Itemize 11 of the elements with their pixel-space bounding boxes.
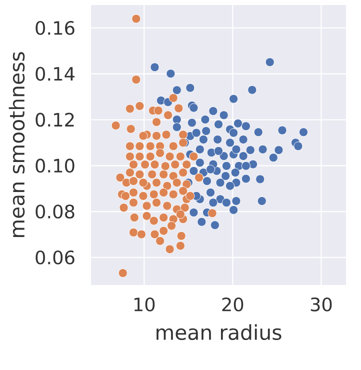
y-tick-label: 0.16 (36, 20, 74, 35)
y-tick-label: 0.12 (36, 112, 74, 127)
x-tick-label: 20 (222, 297, 244, 312)
y-tick-label: 0.06 (36, 250, 74, 264)
x-tick-label: 30 (310, 297, 332, 312)
y-tick-label: 0.14 (36, 66, 74, 81)
y-tick-label: 0.08 (36, 204, 74, 219)
x-axis-title: mean radius (156, 324, 282, 340)
y-axis-title: mean smoothness (8, 52, 25, 237)
y-tick-label: 0.10 (36, 158, 74, 173)
x-tick-label: 10 (134, 297, 155, 312)
